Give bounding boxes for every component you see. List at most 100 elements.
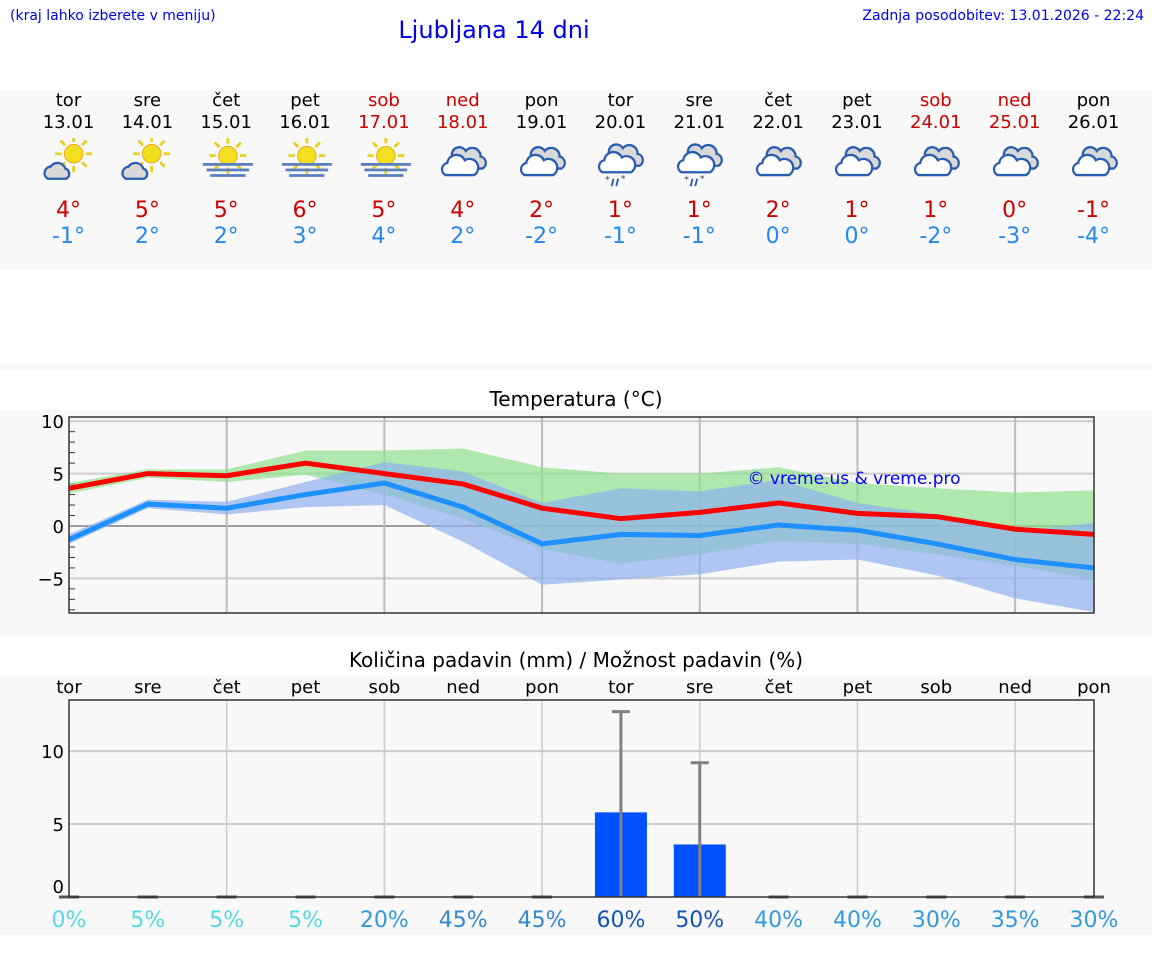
max-temperature: 6° bbox=[292, 198, 318, 223]
page-title: Ljubljana 14 dni bbox=[398, 16, 590, 44]
cloudy-icon bbox=[992, 146, 1039, 177]
day-date: 13.01 bbox=[42, 112, 95, 133]
day-label: sob bbox=[368, 677, 400, 698]
svg-text:*: * bbox=[684, 174, 689, 185]
temperature-chart-title: Temperatura (°C) bbox=[489, 387, 663, 411]
day-forecast: sob 17.01 5° 4° bbox=[344, 90, 423, 250]
day-name: sre bbox=[685, 90, 713, 111]
precipitation-chart: 10 5 0 tor 0% sre 5% čet 5% pet 5% sob 20% ned 45% pon 4… bbox=[41, 677, 1119, 933]
cloudy-sleet-icon: * * bbox=[677, 143, 724, 187]
min-temperature: 4° bbox=[371, 224, 397, 249]
cloudy-icon bbox=[834, 146, 881, 177]
day-name: ned bbox=[997, 90, 1032, 111]
cloudy-icon bbox=[756, 146, 802, 177]
day-date: 22.01 bbox=[752, 112, 804, 133]
day-label: pon bbox=[1077, 677, 1111, 698]
precipitation-probability: 30% bbox=[1070, 908, 1119, 933]
day-date: 26.01 bbox=[1067, 112, 1120, 133]
day-name: pon bbox=[1076, 90, 1111, 111]
day-label: sre bbox=[686, 677, 713, 698]
plot-frame bbox=[68, 416, 1095, 614]
min-temperature: -4° bbox=[1077, 224, 1110, 249]
day-label: tor bbox=[56, 677, 82, 698]
day-forecast: čet 15.01 5° 2° bbox=[187, 90, 266, 250]
daily-forecast-strip: tor 13.01 4° -1° sre 14.01 5° 2° čet 15.01… bbox=[0, 90, 1152, 270]
svg-text:*: * bbox=[606, 174, 611, 185]
day-forecast: tor 20.01 * * 1° -1° bbox=[581, 90, 660, 250]
day-date: 23.01 bbox=[831, 112, 883, 133]
day-name: ned bbox=[445, 90, 480, 111]
day-label: čet bbox=[765, 677, 793, 698]
cloudy-icon bbox=[913, 146, 960, 177]
location-hint: (kraj lahko izberete v meniju) bbox=[10, 8, 216, 24]
day-forecast: pet 16.01 6° 3° bbox=[266, 90, 345, 250]
min-temperature: -1° bbox=[603, 224, 637, 249]
day-date: 16.01 bbox=[279, 112, 331, 133]
min-temperature: 0° bbox=[765, 224, 791, 249]
day-forecast: čet 22.01 2° 0° bbox=[739, 90, 818, 250]
day-label: čet bbox=[213, 677, 241, 698]
max-temperature: -1° bbox=[1077, 198, 1110, 223]
min-temperature: 2° bbox=[134, 224, 160, 249]
max-temperature: 5° bbox=[213, 198, 239, 223]
day-name: sre bbox=[133, 90, 162, 111]
y-tick-label: 10 bbox=[41, 412, 64, 433]
svg-text:*: * bbox=[621, 174, 626, 185]
max-temperature: 1° bbox=[844, 198, 870, 223]
day-label: pet bbox=[291, 677, 321, 698]
precipitation-probability: 45% bbox=[439, 908, 488, 933]
y-tick-label: 0 bbox=[53, 877, 64, 898]
day-date: 15.01 bbox=[200, 112, 252, 133]
day-date: 17.01 bbox=[358, 112, 410, 133]
cloudy-sleet-icon: * * bbox=[598, 143, 645, 187]
plot-frame bbox=[68, 699, 1095, 897]
day-forecast: sre 21.01 * * 1° -1° bbox=[660, 90, 739, 250]
temperature-chart-area: 10 5 0 −5 © vreme.us & vreme.pro bbox=[0, 410, 1152, 635]
last-updated: Zadnja posodobitev: 13.01.2026 - 22:24 bbox=[862, 8, 1144, 24]
cloudy-icon bbox=[440, 146, 487, 177]
precipitation-probability: 40% bbox=[754, 908, 803, 933]
sun-fog-icon bbox=[203, 138, 254, 177]
day-name: tor bbox=[607, 90, 634, 111]
max-temperature: 2° bbox=[765, 198, 791, 223]
y-tick-label: 5 bbox=[53, 465, 64, 486]
max-temperature: 2° bbox=[529, 198, 555, 223]
y-tick-label: 5 bbox=[53, 815, 64, 836]
day-label: sre bbox=[134, 677, 161, 698]
day-label: ned bbox=[446, 677, 480, 698]
day-name: pet bbox=[290, 90, 320, 111]
cloudy-icon bbox=[519, 146, 566, 177]
day-date: 21.01 bbox=[673, 112, 726, 133]
y-tick-label: −5 bbox=[37, 569, 64, 590]
max-temperature: 0° bbox=[1002, 198, 1028, 223]
precipitation-probability: 40% bbox=[833, 908, 882, 933]
sun-fog-icon bbox=[360, 138, 411, 177]
precipitation-probability: 50% bbox=[675, 908, 724, 933]
day-label: pet bbox=[843, 677, 873, 698]
min-temperature-line bbox=[67, 480, 1095, 571]
precipitation-probability: 60% bbox=[596, 908, 645, 933]
day-forecast: tor 13.01 4° -1° bbox=[29, 90, 108, 250]
day-name: čet bbox=[212, 90, 241, 111]
day-forecast: ned 25.01 0° -3° bbox=[975, 90, 1054, 250]
day-forecast: ned 18.01 4° 2° bbox=[423, 90, 502, 250]
day-date: 20.01 bbox=[594, 112, 647, 133]
precipitation-probability: 35% bbox=[991, 908, 1040, 933]
day-forecast: sre 14.01 5° 2° bbox=[108, 90, 187, 250]
y-tick-label: 10 bbox=[41, 742, 64, 763]
max-temperature: 5° bbox=[134, 198, 160, 223]
precipitation-probability: 0% bbox=[52, 908, 87, 933]
min-temperature: -2° bbox=[919, 224, 953, 249]
partly-cloudy-icon bbox=[121, 138, 171, 180]
max-temperature: 4° bbox=[56, 198, 81, 223]
day-date: 24.01 bbox=[910, 112, 962, 133]
precipitation-chart-area: 10 5 0 tor 0% sre 5% čet 5% pet 5% sob 20% ned 45% pon 4… bbox=[0, 675, 1152, 935]
partly-cloudy-icon bbox=[42, 138, 92, 180]
day-forecast: pon 26.01 -1° -4° bbox=[1054, 90, 1133, 250]
precipitation-probability: 5% bbox=[209, 908, 244, 933]
min-temperature: -3° bbox=[998, 224, 1032, 249]
max-temperature: 1° bbox=[607, 198, 633, 223]
day-date: 14.01 bbox=[121, 112, 174, 133]
precipitation-chart-title: Količina padavin (mm) / Možnost padavin … bbox=[348, 648, 804, 672]
day-date: 25.01 bbox=[988, 112, 1041, 133]
